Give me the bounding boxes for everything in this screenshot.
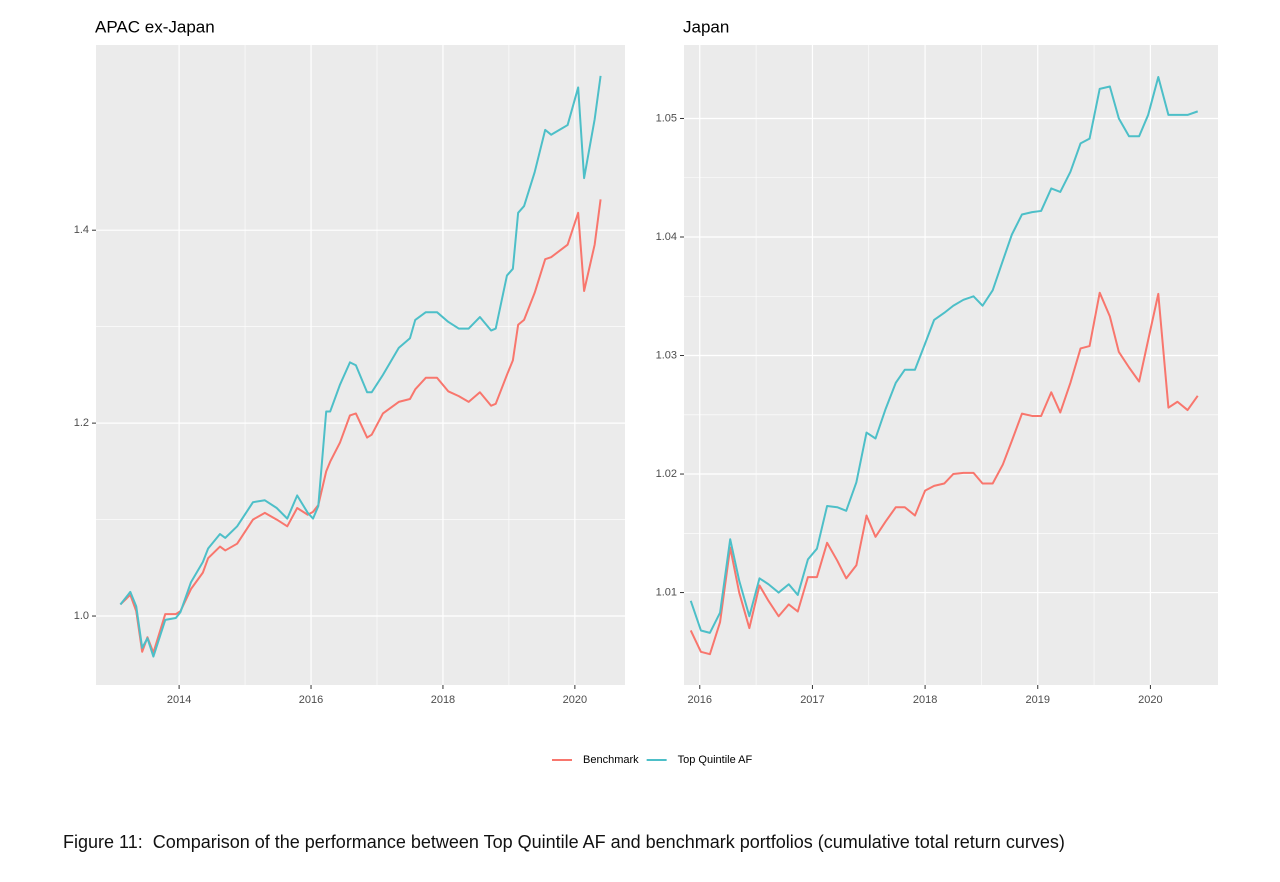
series-line: [689, 291, 1199, 656]
caption: Figure 11: Comparison of the performance…: [63, 832, 1065, 852]
y-tick-label: 1.4: [74, 224, 89, 236]
x-tick-label: 2016: [688, 694, 712, 706]
x-tick-label: 2020: [1138, 694, 1162, 706]
panel-background: [96, 45, 625, 685]
x-tick-label: 2014: [167, 694, 191, 706]
y-tick-label: 1.2: [74, 417, 89, 429]
panel-title: Japan: [683, 17, 729, 36]
legend-label: Benchmark: [583, 754, 639, 766]
y-tick-label: 1.05: [656, 112, 677, 124]
x-tick-label: 2016: [299, 694, 323, 706]
legend-label: Top Quintile AF: [678, 754, 753, 766]
series-line: [689, 76, 1199, 634]
y-tick-label: 1.01: [656, 586, 677, 598]
series-line: [119, 75, 602, 658]
y-tick-label: 1.03: [656, 349, 677, 361]
x-tick-label: 2018: [431, 694, 455, 706]
y-tick-label: 1.0: [74, 610, 89, 622]
y-tick-label: 1.04: [656, 231, 677, 243]
series-line: [119, 199, 602, 654]
x-tick-label: 2019: [1026, 694, 1050, 706]
x-tick-label: 2018: [913, 694, 937, 706]
panel-title: APAC ex-Japan: [95, 17, 215, 36]
y-tick-label: 1.02: [656, 468, 677, 480]
x-tick-label: 2017: [800, 694, 824, 706]
x-tick-label: 2020: [563, 694, 587, 706]
panel-background: [684, 45, 1218, 685]
